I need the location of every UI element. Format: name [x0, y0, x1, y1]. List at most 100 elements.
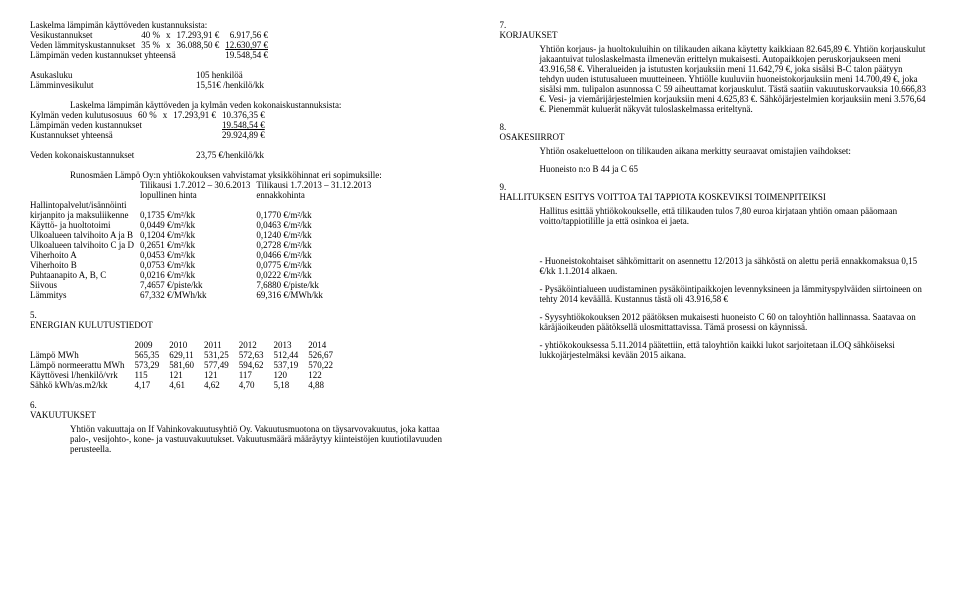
bullet-text: Huoneistokohtaiset sähkömittarit on asen…	[540, 256, 918, 276]
cell: Lämpö normeerattu MWh	[30, 360, 134, 370]
cell: 0,0216 €/m²/kk	[140, 270, 256, 280]
cell: 121	[204, 370, 239, 380]
cell: 60 %	[138, 110, 163, 120]
sec7-num: 7.	[500, 20, 930, 30]
sec9-num: 9.	[500, 182, 930, 192]
cell: 570,22	[308, 360, 343, 370]
cell: 2014	[308, 340, 343, 350]
cell: 10.376,35 €	[222, 110, 271, 120]
sec7-text: Yhtiön korjaus- ja huoltokuluihin on til…	[540, 44, 930, 114]
cell: Lämpö MWh	[30, 350, 134, 360]
cell: 572,63	[239, 350, 274, 360]
cell: Viherhoito A	[30, 250, 140, 260]
cell: 2010	[169, 340, 204, 350]
bullet-text: yhtiökokouksessa 5.11.2014 päätettiin, e…	[540, 340, 895, 360]
sec8-num: 8.	[500, 122, 930, 132]
cell: 67,332 €/MWh/kk	[140, 290, 256, 300]
cell: 23,75 €/henkilö/kk	[196, 150, 270, 160]
cell: Asukasluku	[30, 70, 196, 80]
sec8-text-a: Yhtiön osakeluetteloon on tilikauden aik…	[540, 146, 930, 156]
cell: 0,0775 €/m²/kk	[256, 260, 377, 270]
cell: Ulkoalueen talvihoito C ja D	[30, 240, 140, 250]
cell: Kylmän veden kulutusosuus	[30, 110, 138, 120]
bullet-text: Syysyhtiökokouksen 2012 päätöksen mukais…	[540, 312, 916, 332]
cell: 512,44	[273, 350, 308, 360]
cell: x	[163, 110, 174, 120]
cell: 0,2651 €/m²/kk	[140, 240, 256, 250]
cell: 15,51€ /henkilö/kk	[196, 80, 270, 90]
sec5-title: ENERGIAN KULUTUSTIEDOT	[30, 320, 460, 330]
bullet1: - Huoneistokohtaiset sähkömittarit on as…	[540, 256, 930, 276]
cell: 115	[134, 370, 169, 380]
cell: 40 %	[141, 30, 166, 40]
cell: 581,60	[169, 360, 204, 370]
sec9-title: HALLITUKSEN ESITYS VOITTOA TAI TAPPIOTA …	[500, 192, 930, 202]
cell: 5,18	[273, 380, 308, 390]
cell: Puhtaanapito A, B, C	[30, 270, 140, 280]
cell: 17.293,91 €	[173, 110, 222, 120]
cell: Käyttö- ja huoltotoimi	[30, 220, 140, 230]
cell: 6.917,56 €	[225, 30, 274, 40]
sec5-num: 5.	[30, 310, 460, 320]
cell: 573,29	[134, 360, 169, 370]
cell: x	[166, 30, 177, 40]
cell: Veden kokonaiskustannukset	[30, 150, 196, 160]
cell: Lämmitys	[30, 290, 140, 300]
cell: Viherhoito B	[30, 260, 140, 270]
cell: 0,2728 €/m²/kk	[256, 240, 377, 250]
cell: 0,0222 €/m²/kk	[256, 270, 377, 280]
cell: 19.548,54 €	[222, 120, 271, 130]
cell: 526,67	[308, 350, 343, 360]
cell: Sähkö kWh/as.m2/kk	[30, 380, 134, 390]
cell: Käyttövesi l/henkilö/vrk	[30, 370, 134, 380]
cell: 0,0449 €/m²/kk	[140, 220, 256, 230]
cell: ennakkohinta	[256, 190, 377, 200]
cell: 7,4657 €/piste/kk	[140, 280, 256, 290]
cell: Tilikausi 1.7.2012 – 30.6.2013	[140, 180, 256, 190]
cell: 577,49	[204, 360, 239, 370]
cell: 69,316 €/MWh/kk	[256, 290, 377, 300]
bullet-text: Pysäköintialueen uudistaminen pysäköinti…	[540, 284, 922, 304]
cell: 0,1770 €/m²/kk	[256, 210, 377, 220]
cell: 531,25	[204, 350, 239, 360]
cell: 2011	[204, 340, 239, 350]
bullet4: - yhtiökokouksessa 5.11.2014 päätettiin,…	[540, 340, 930, 360]
cell: 0,0753 €/m²/kk	[140, 260, 256, 270]
cell: 105 henkilöä	[196, 70, 270, 80]
cell: 117	[239, 370, 274, 380]
cell: 29.924,89 €	[222, 130, 271, 140]
calc-title: Laskelma lämpimän käyttöveden kustannuks…	[30, 20, 460, 30]
cell: 35 %	[141, 40, 166, 50]
sec6-num: 6.	[30, 400, 460, 410]
cell: 120	[273, 370, 308, 380]
cell: 4,88	[308, 380, 343, 390]
cell: 12.630,97 €	[225, 40, 274, 50]
cell: Vesikustannukset	[30, 30, 141, 40]
cell: Tilikausi 1.7.2013 – 31.12.2013	[256, 180, 377, 190]
cell: Lämpimän veden kustannukset yhteensä	[30, 50, 225, 60]
cell: 4,62	[204, 380, 239, 390]
calc-title2: Laskelma lämpimän käyttöveden ja kylmän …	[30, 100, 460, 110]
bullet3: - Syysyhtiökokouksen 2012 päätöksen muka…	[540, 312, 930, 332]
calc-table3: Kylmän veden kulutusosuus60 %x17.293,91 …	[30, 110, 271, 140]
cell: 0,1204 €/m²/kk	[140, 230, 256, 240]
cell: 19.548,54 €	[225, 50, 274, 60]
cell: 0,1240 €/m²/kk	[256, 230, 377, 240]
cell: Ulkoalueen talvihoito A ja B	[30, 230, 140, 240]
calc-table1: Vesikustannukset40 %x17.293,91 €6.917,56…	[30, 30, 274, 60]
sec8-title: OSAKESIIRROT	[500, 132, 930, 142]
cell: Lämminvesikulut	[30, 80, 196, 90]
runos-title: Runosmäen Lämpö Oy:n yhtiökokouksen vahv…	[30, 170, 460, 180]
cell: 537,19	[273, 360, 308, 370]
cell: 122	[308, 370, 343, 380]
cell: 0,0453 €/m²/kk	[140, 250, 256, 260]
cell: lopullinen hinta	[140, 190, 256, 200]
calc-table2: Asukasluku105 henkilöä Lämminvesikulut15…	[30, 70, 270, 90]
cell: 0,0463 €/m²/kk	[256, 220, 377, 230]
cell: 17.293,91 €	[177, 30, 226, 40]
cell: 0,0466 €/m²/kk	[256, 250, 377, 260]
price-table: Tilikausi 1.7.2012 – 30.6.2013Tilikausi …	[30, 180, 377, 300]
cell: 629,11	[169, 350, 204, 360]
sec7-title: KORJAUKSET	[500, 30, 930, 40]
cell: x	[166, 40, 177, 50]
